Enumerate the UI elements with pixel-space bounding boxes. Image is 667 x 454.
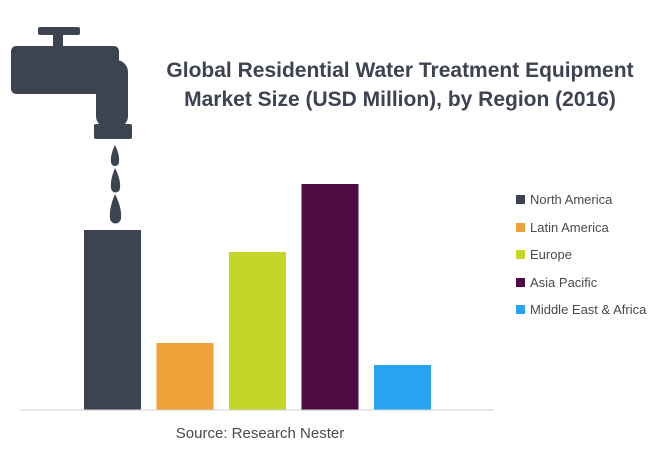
bar-latin-america bbox=[156, 343, 214, 410]
bar-middle-east-africa bbox=[374, 365, 431, 410]
legend-item: Middle East & Africa bbox=[516, 296, 666, 324]
legend-swatch bbox=[516, 277, 525, 287]
source-note: Source: Research Nester bbox=[175, 425, 345, 442]
legend-item: Europe bbox=[516, 241, 666, 269]
legend-item: Latin America bbox=[516, 214, 666, 242]
legend-swatch bbox=[516, 222, 525, 232]
legend-label: Middle East & Africa bbox=[530, 302, 647, 318]
legend-label: North America bbox=[530, 192, 613, 208]
legend-label: Latin America bbox=[530, 219, 609, 235]
bar-europe bbox=[229, 252, 286, 410]
bar-north-america bbox=[84, 230, 141, 410]
bar-asia-pacific bbox=[301, 184, 359, 410]
legend-item: North America bbox=[516, 186, 666, 214]
legend-swatch bbox=[516, 195, 525, 205]
legend-swatch bbox=[516, 305, 525, 315]
chart-title: Global Residential Water Treatment Equip… bbox=[150, 56, 650, 114]
water-tap-icon bbox=[11, 27, 132, 224]
legend-label: Europe bbox=[530, 247, 572, 263]
legend-swatch bbox=[516, 250, 525, 260]
chart-legend: North America Latin America Europe Asia Pac… bbox=[516, 186, 666, 324]
chart-title-line-2: Market Size (USD Million), by Region (20… bbox=[184, 88, 616, 111]
legend-label: Asia Pacific bbox=[530, 274, 598, 290]
legend-item: Asia Pacific bbox=[516, 269, 666, 297]
chart-title-line-1: Global Residential Water Treatment Equip… bbox=[166, 59, 634, 82]
